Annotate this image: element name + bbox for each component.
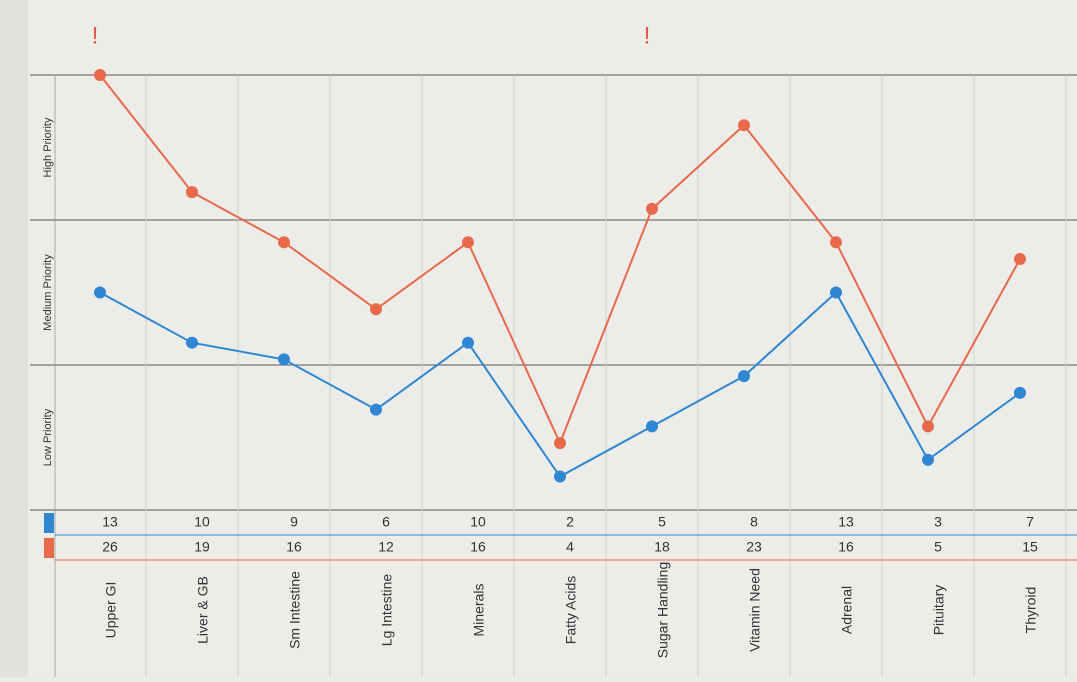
data-point — [554, 470, 566, 483]
x-tick-label: Adrenal — [839, 586, 855, 634]
annotation: ! — [92, 22, 99, 49]
data-point — [646, 420, 658, 433]
x-tick-label: Upper GI — [103, 582, 119, 639]
data-point — [462, 236, 474, 249]
x-tick-label: Pituitary — [931, 585, 947, 636]
data-point — [1014, 253, 1026, 266]
annotation: ! — [644, 22, 651, 49]
table-value: 10 — [194, 514, 210, 530]
data-point — [186, 336, 198, 349]
table-value: 26 — [102, 539, 118, 555]
data-point — [554, 437, 566, 450]
data-point — [186, 186, 198, 199]
data-point — [830, 236, 842, 249]
x-tick-label: Vitamin Need — [747, 568, 763, 652]
table-value: 18 — [654, 539, 670, 555]
x-tick-label: Sm Intestine — [287, 571, 303, 649]
data-point — [278, 236, 290, 249]
x-tick-label: Minerals — [471, 584, 487, 637]
data-point — [830, 286, 842, 299]
x-tick-label: Fatty Acids — [563, 576, 579, 644]
table-value: 5 — [934, 539, 942, 555]
band-label: Medium Priority — [42, 254, 54, 331]
table-value: 23 — [746, 539, 762, 555]
table-value: 13 — [838, 514, 854, 530]
table-value: 16 — [286, 539, 302, 555]
table-value: 2 — [566, 514, 574, 530]
band-label: High Priority — [42, 117, 54, 177]
table-value: 19 — [194, 539, 210, 555]
data-point — [646, 202, 658, 215]
table-value: 13 — [102, 514, 118, 530]
table-value: 7 — [1026, 514, 1034, 530]
x-tick-label: Lg Intestine — [379, 574, 395, 647]
data-point — [370, 403, 382, 416]
x-tick-label: Thyroid — [1023, 587, 1039, 634]
table-value: 12 — [378, 539, 394, 555]
table-value: 4 — [566, 539, 574, 555]
band-label: Low Priority — [42, 408, 54, 466]
screen-edge — [0, 0, 28, 677]
data-point — [1014, 386, 1026, 399]
table-value: 6 — [382, 514, 390, 530]
data-point — [462, 336, 474, 349]
table-value: 15 — [1022, 539, 1038, 555]
table-value: 5 — [658, 514, 666, 530]
table-value: 3 — [934, 514, 942, 530]
x-tick-label: Sugar Handling — [655, 562, 671, 659]
data-point — [94, 286, 106, 299]
x-tick-label: Liver & GB — [195, 576, 211, 644]
table-value: 8 — [750, 514, 758, 530]
table-value: 16 — [838, 539, 854, 555]
data-point — [738, 370, 750, 383]
data-point — [370, 303, 382, 316]
series-swatch — [44, 538, 54, 558]
data-point — [738, 119, 750, 132]
table-value: 10 — [470, 514, 486, 530]
data-point — [94, 69, 106, 81]
data-point — [278, 353, 290, 366]
data-point — [922, 453, 934, 466]
series-swatch — [44, 513, 54, 533]
data-point — [922, 420, 934, 433]
table-value: 16 — [470, 539, 486, 555]
table-value: 9 — [290, 514, 298, 530]
